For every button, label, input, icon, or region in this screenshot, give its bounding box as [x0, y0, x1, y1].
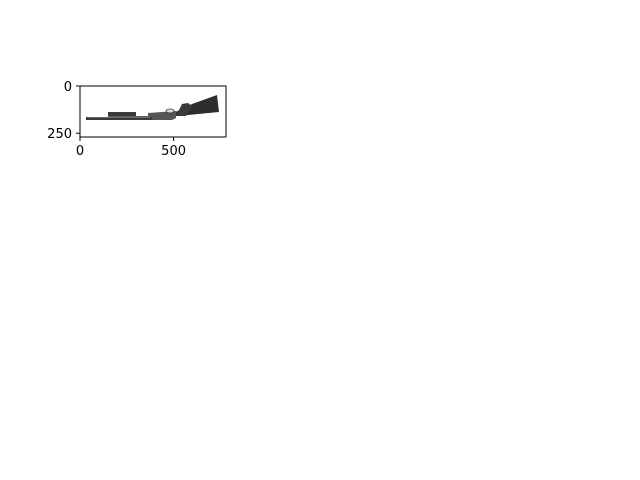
image-shotgun [86, 95, 219, 120]
y-tick-label: 250 [47, 127, 72, 142]
axes: 0 500 0 250 [47, 80, 227, 159]
axes-frame [79, 85, 227, 138]
y-axis: 0 250 [47, 80, 80, 142]
x-tick-label: 0 [76, 144, 84, 159]
barrel-shape [86, 117, 152, 120]
trigger-guard [165, 108, 175, 114]
grip-shape [176, 103, 192, 116]
y-tick-label: 0 [64, 80, 72, 95]
forend-shape [108, 112, 136, 116]
x-tick-label: 500 [161, 144, 186, 159]
x-axis: 0 500 [76, 137, 186, 159]
